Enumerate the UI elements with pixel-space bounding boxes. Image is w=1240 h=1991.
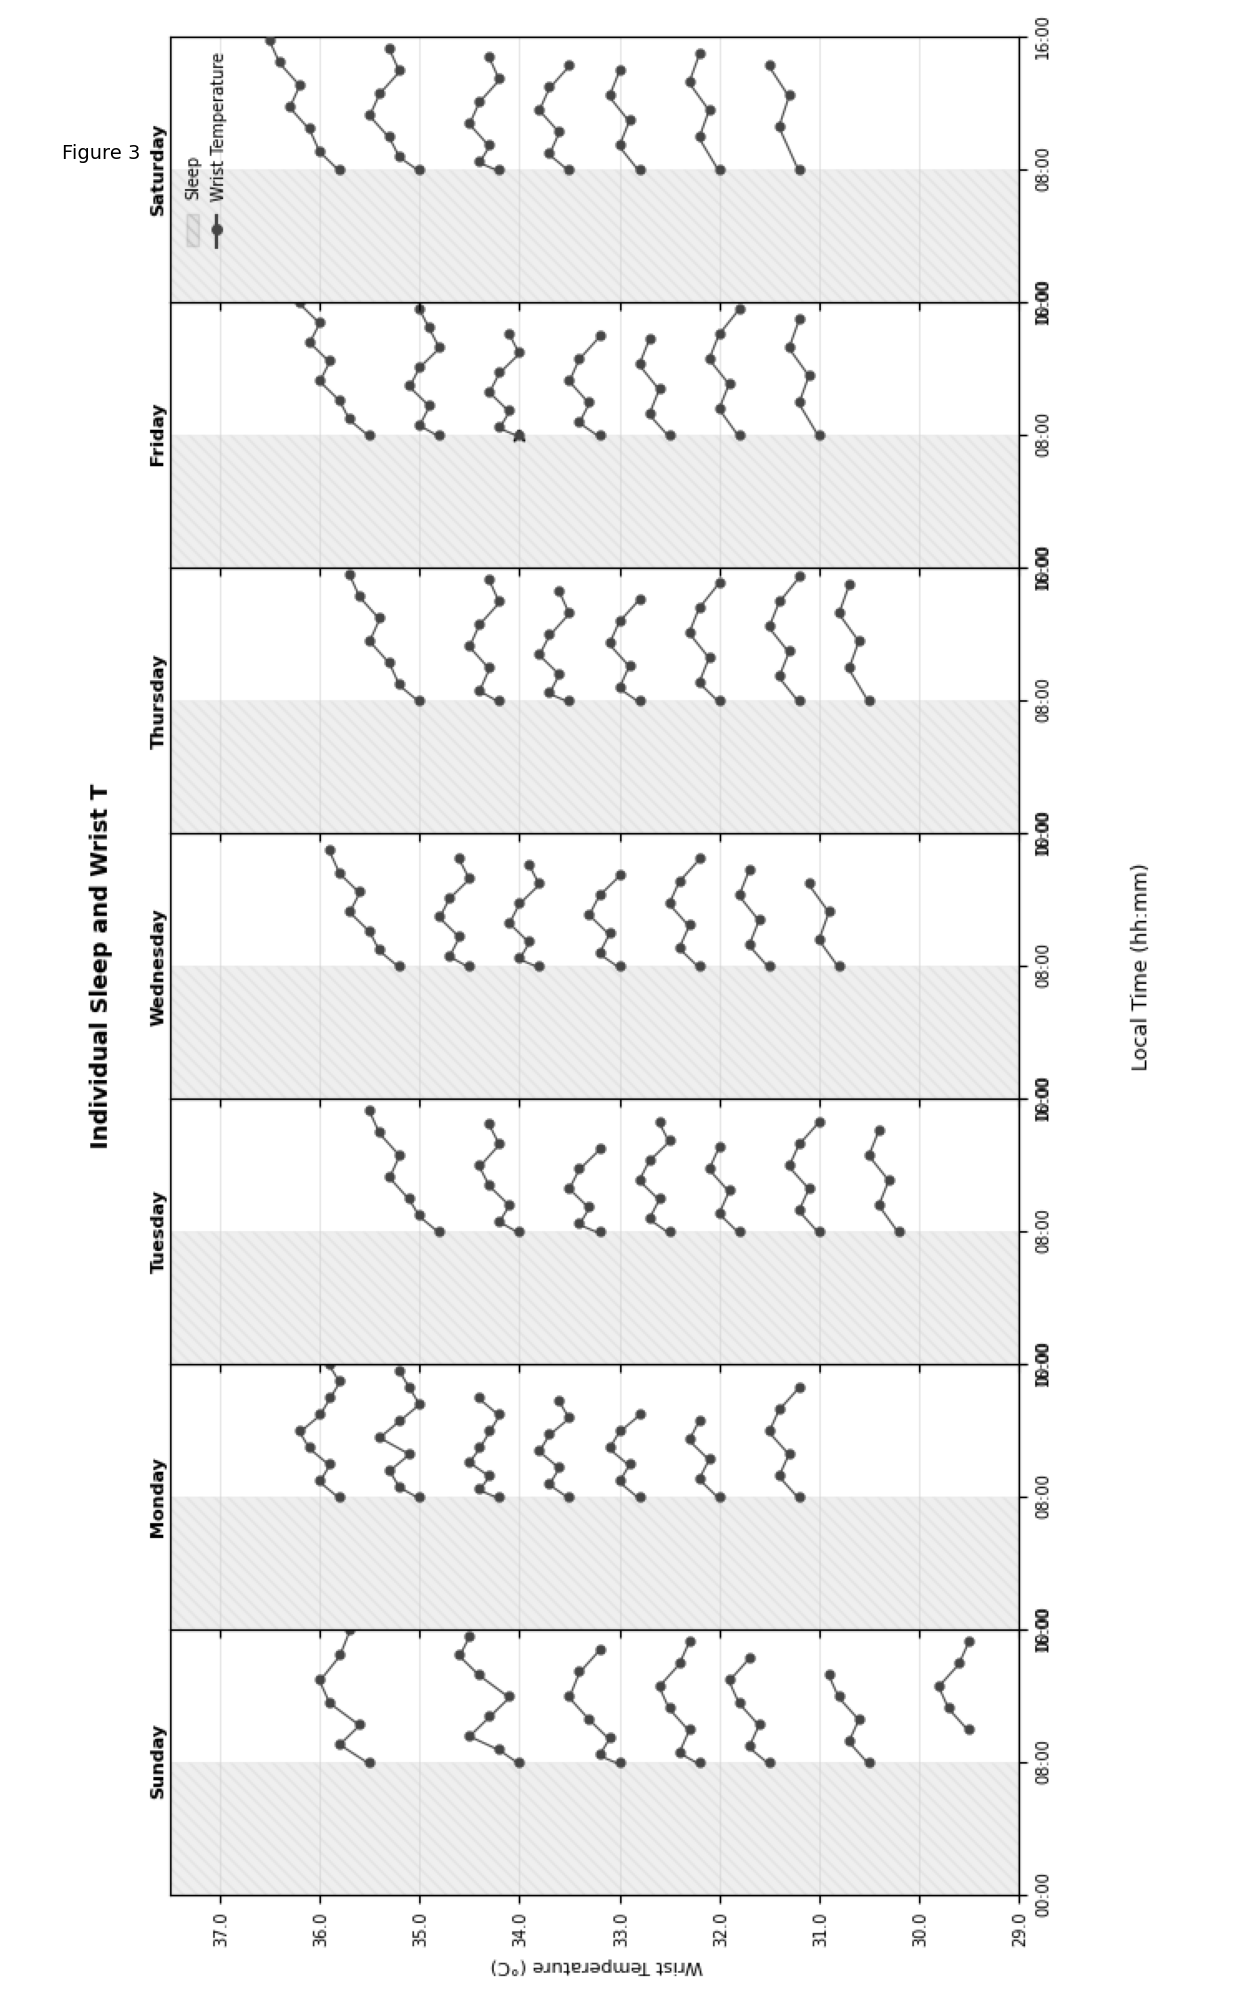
Text: Figure 3: Figure 3 — [62, 143, 140, 163]
